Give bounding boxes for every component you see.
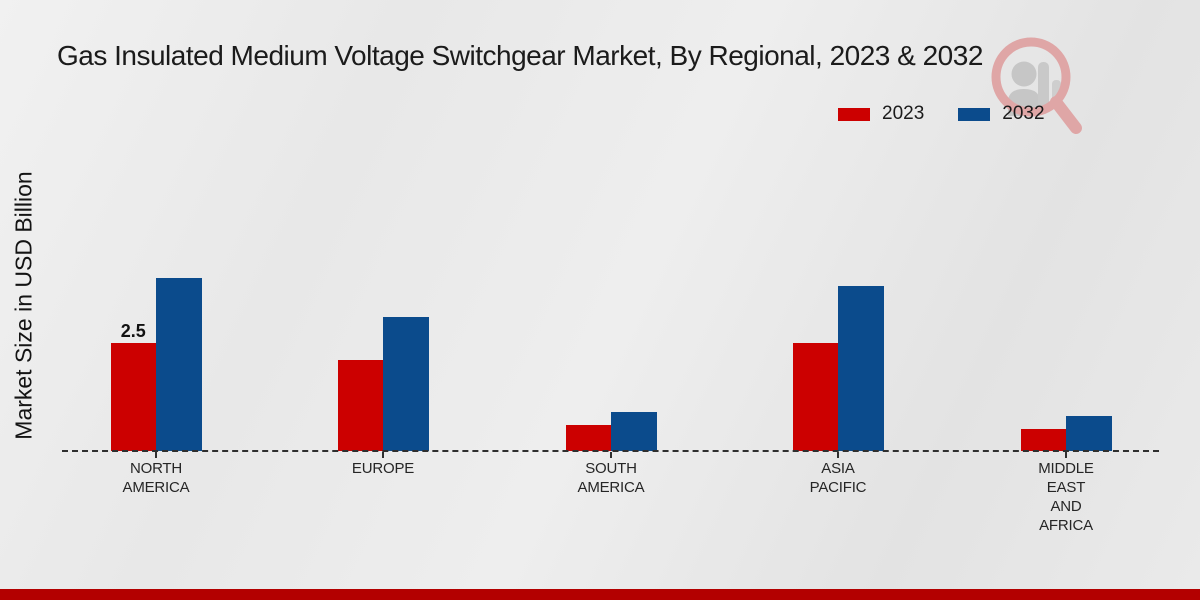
bar-2032-north-america — [156, 278, 202, 451]
watermark-magnifier-handle — [1050, 96, 1082, 134]
x-axis-category-label-line: AMERICA — [122, 479, 190, 496]
x-axis-category-label-line: EAST — [1046, 479, 1086, 496]
x-axis-tick-south-america — [610, 452, 612, 458]
bar-2032-south-america — [611, 412, 657, 451]
x-axis-tick-north-america — [155, 452, 157, 458]
bar-2032-asia-pacific — [838, 286, 884, 451]
legend-swatch-2032 — [958, 107, 991, 121]
x-axis-category-label-europe: EUROPE — [293, 459, 473, 478]
bar-2023-europe — [337, 360, 383, 451]
x-axis-category-label-line: ASIA — [821, 460, 855, 477]
legend-item-2032: 2032 — [958, 103, 1045, 125]
bar-2023-middle-east-and-africa — [1020, 429, 1066, 451]
watermark-magnifier-ring — [991, 37, 1071, 117]
x-axis-category-label-south-america: SOUTH AMERICA — [521, 459, 701, 497]
legend-item-2023: 2023 — [838, 103, 924, 125]
y-axis-label: Market Size in USD Billion — [10, 171, 37, 440]
x-axis-tick-europe — [382, 452, 384, 458]
watermark-chart-bar-tall — [1038, 62, 1049, 114]
bar-2023-asia-pacific — [792, 343, 838, 451]
bar-2032-europe — [383, 317, 429, 451]
x-axis-category-label-line: EUROPE — [351, 460, 415, 477]
x-axis-category-label-line: AND — [1050, 498, 1082, 515]
legend-label-2023: 2023 — [882, 103, 925, 124]
x-axis-category-label-asia-pacific: ASIA PACIFIC — [748, 459, 928, 497]
x-axis-category-label-line: AMERICA — [577, 479, 645, 496]
bar-2023-south-america — [565, 425, 611, 451]
footer-strip — [0, 589, 1200, 600]
x-axis-category-label-line: NORTH — [129, 460, 183, 477]
legend: 2023 2032 — [838, 103, 1045, 125]
chart-title: Gas Insulated Medium Voltage Switchgear … — [57, 40, 983, 71]
magnifier-person-logo-icon — [991, 37, 1082, 134]
x-axis-category-label-line: MIDDLE — [1038, 460, 1094, 477]
x-axis-category-label-line: SOUTH — [585, 460, 637, 477]
bar-2032-middle-east-and-africa — [1066, 416, 1112, 451]
x-axis-category-label-line: PACIFIC — [809, 479, 867, 496]
legend-swatch-2023 — [838, 107, 870, 121]
x-axis-category-label-line: AFRICA — [1039, 517, 1093, 534]
bar-2023-north-america — [110, 343, 156, 451]
x-axis-category-label-middle-east-and-africa: MIDDLE EAST AND AFRICA — [976, 459, 1156, 535]
watermark-person-head — [1011, 61, 1037, 87]
x-axis-tick-asia-pacific — [837, 452, 839, 458]
bar-value-label-2023-north-america: 2.5 — [120, 321, 146, 341]
legend-label-2032: 2032 — [1002, 103, 1045, 124]
x-axis-category-label-north-america: NORTH AMERICA — [66, 459, 246, 497]
x-axis-baseline — [62, 450, 1159, 452]
x-axis-tick-middle-east-and-africa — [1065, 452, 1067, 458]
